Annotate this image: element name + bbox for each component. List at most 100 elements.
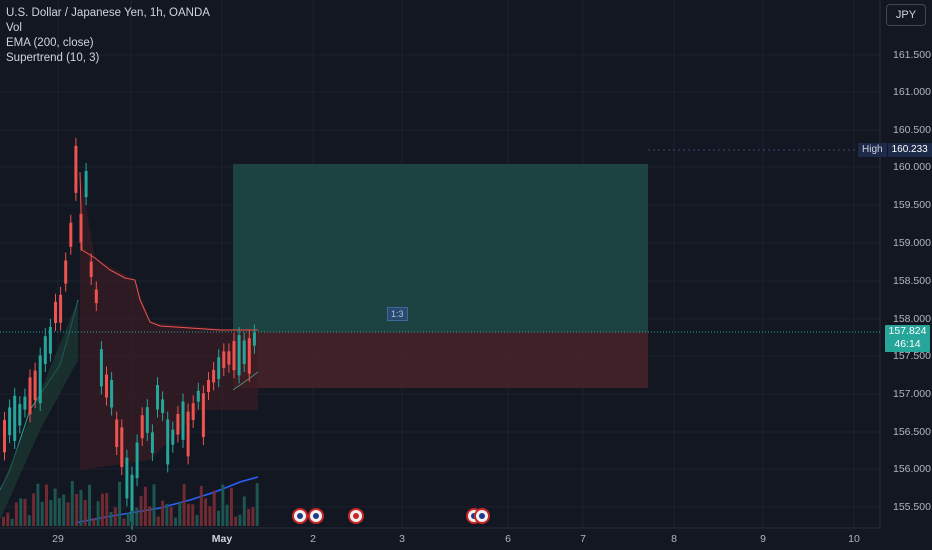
time-tick-label: 30 xyxy=(125,533,137,545)
event-flag-inner xyxy=(297,513,303,519)
volume-bar xyxy=(14,502,18,526)
volume-bar xyxy=(161,500,165,526)
candle-body xyxy=(212,369,216,383)
volume-bar xyxy=(238,514,242,526)
candle-body xyxy=(232,341,236,371)
volume-bar xyxy=(118,481,122,526)
volume-bar xyxy=(36,483,40,526)
candle-body xyxy=(74,145,78,193)
time-tick-label: 3 xyxy=(399,533,405,545)
volume-bar xyxy=(19,498,23,526)
candle-body xyxy=(64,260,68,284)
volume-bar xyxy=(83,499,87,526)
volume-bar xyxy=(195,514,199,526)
volume-bar xyxy=(169,506,173,526)
candle-body xyxy=(99,349,103,387)
candle-body xyxy=(8,407,12,436)
candle-body xyxy=(161,399,165,413)
current-price-badge: 157.824 46:14 xyxy=(885,325,930,352)
volume-bar xyxy=(165,503,169,526)
candle-body xyxy=(156,385,159,410)
price-tick-label: 159.500 xyxy=(893,199,931,211)
symbol-title[interactable]: U.S. Dollar / Japanese Yen, 1h, OANDA xyxy=(6,7,210,19)
candle-body xyxy=(186,411,190,457)
volume-bar xyxy=(57,498,61,526)
volume-bar xyxy=(234,516,238,526)
candle-body xyxy=(38,355,42,404)
volume-bar xyxy=(247,508,251,526)
current-price-value: 157.824 xyxy=(888,325,927,337)
time-tick-label: 29 xyxy=(52,533,64,545)
supertrend-down-line xyxy=(79,171,258,331)
volume-bar xyxy=(229,487,233,526)
volume-bar xyxy=(53,488,57,526)
volume-bar xyxy=(45,484,48,526)
ema-indicator-label[interactable]: EMA (200, close) xyxy=(6,37,94,49)
volume-bar xyxy=(23,498,27,526)
price-tick-label: 158.000 xyxy=(893,313,931,325)
volume-bar xyxy=(242,496,246,526)
candle-body xyxy=(110,379,114,408)
price-tick-label: 157.000 xyxy=(893,388,931,400)
supertrend-indicator-label[interactable]: Supertrend (10, 3) xyxy=(6,52,100,64)
candle-body xyxy=(191,403,195,421)
volume-bar xyxy=(126,512,130,526)
time-tick-label: May xyxy=(211,533,233,545)
candle-body xyxy=(89,261,93,277)
price-tick-label: 156.000 xyxy=(893,463,931,475)
price-tick-label: 160.000 xyxy=(893,161,931,173)
volume-bar xyxy=(225,504,229,526)
volume-indicator-label[interactable]: Vol xyxy=(6,22,22,34)
volume-bar xyxy=(217,510,220,526)
high-value: 160.233 xyxy=(886,143,932,157)
candle-body xyxy=(181,401,185,440)
volume-bar xyxy=(32,493,36,526)
volume-bar xyxy=(96,501,100,526)
candle-body xyxy=(43,336,47,364)
candle-body xyxy=(23,396,27,410)
supertrend-up-line-late xyxy=(232,371,259,391)
volume-bar xyxy=(70,481,74,526)
high-label: High xyxy=(858,143,887,157)
volume-bar xyxy=(66,502,70,526)
time-tick-label: 9 xyxy=(760,533,766,545)
bar-countdown: 46:14 xyxy=(894,338,921,350)
candle-body xyxy=(18,404,22,426)
volume-bar xyxy=(152,484,156,526)
candle-body xyxy=(196,390,200,402)
volume-bar xyxy=(212,490,216,526)
volume-bar xyxy=(186,503,190,526)
volume-bar xyxy=(221,484,225,526)
volume-bar xyxy=(148,506,152,526)
high-price-badge: High 160.233 xyxy=(858,143,932,157)
candle-body xyxy=(166,419,170,465)
candle-body xyxy=(79,213,83,243)
event-flag-inner xyxy=(313,513,319,519)
volume-bar xyxy=(208,506,212,526)
candle-body xyxy=(176,413,180,435)
price-tick-label: 156.500 xyxy=(893,426,931,438)
supertrend-fill-down xyxy=(80,172,258,470)
volume-bar xyxy=(100,493,104,526)
candle-body xyxy=(69,222,73,247)
loss-zone xyxy=(233,332,648,388)
time-tick-label: 8 xyxy=(671,533,677,545)
currency-button[interactable]: JPY xyxy=(886,4,926,26)
candle-body xyxy=(227,351,231,365)
price-tick-label: 161.000 xyxy=(893,86,931,98)
risk-reward-ratio[interactable]: 1:3 xyxy=(387,307,408,321)
candle-body xyxy=(125,457,129,499)
candle-body xyxy=(237,335,241,376)
time-tick-label: 2 xyxy=(310,533,316,545)
volume-bar xyxy=(92,517,96,526)
candle-body xyxy=(247,338,251,374)
volume-bar xyxy=(139,496,143,526)
candle-body xyxy=(3,419,6,453)
price-tick-label: 158.500 xyxy=(893,275,931,287)
volume-bar xyxy=(131,510,134,526)
candle-body xyxy=(120,427,124,468)
volume-bar xyxy=(27,515,31,526)
volume-bar xyxy=(10,518,14,526)
volume-bar xyxy=(105,492,109,526)
